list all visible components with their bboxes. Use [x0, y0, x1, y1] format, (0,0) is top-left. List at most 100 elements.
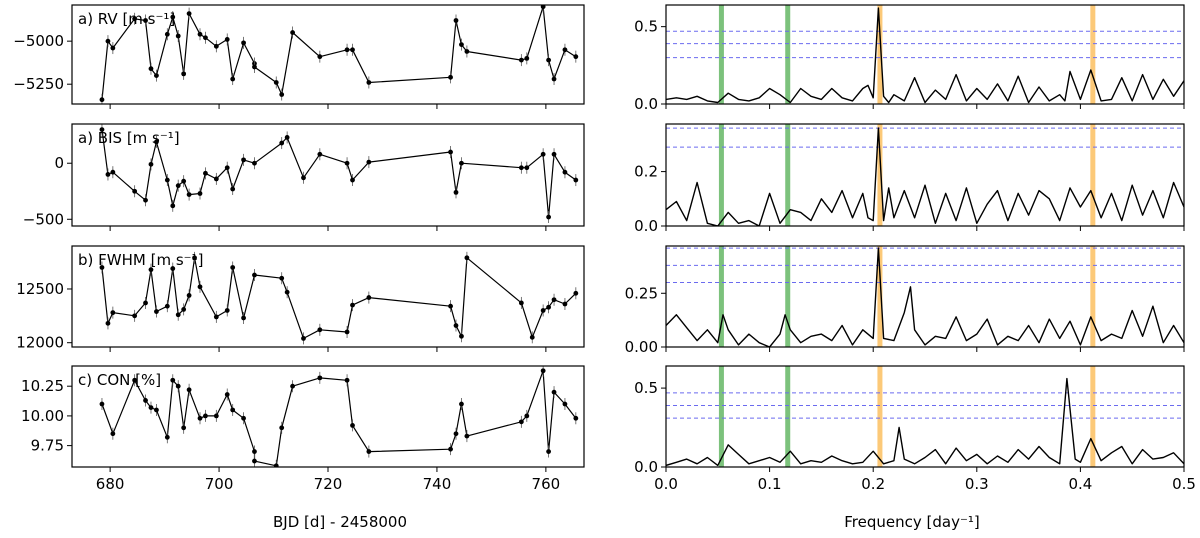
data-point	[551, 297, 557, 303]
data-point	[175, 183, 181, 189]
orange-frequency-band-0	[877, 366, 883, 467]
data-point	[551, 389, 557, 395]
data-point	[573, 415, 579, 421]
data-point	[524, 165, 530, 171]
data-point	[448, 446, 453, 452]
data-point	[453, 431, 459, 437]
orange-frequency-band-1	[1090, 246, 1096, 347]
data-point	[224, 392, 230, 397]
data-point	[164, 31, 170, 37]
data-point	[224, 37, 230, 42]
data-point	[301, 336, 306, 341]
data-point	[132, 16, 138, 22]
x-tick-label: 0.4	[1068, 475, 1092, 493]
x-tick-label: 720	[314, 475, 343, 493]
data-point	[164, 303, 170, 309]
data-point	[213, 176, 219, 182]
data-point	[181, 425, 187, 431]
data-point	[186, 387, 192, 393]
series-line	[666, 377, 1184, 467]
data-point	[562, 401, 568, 407]
data-point	[143, 398, 148, 403]
data-point	[203, 35, 208, 41]
data-point	[197, 31, 203, 37]
data-point	[464, 49, 470, 54]
data-point	[540, 308, 546, 313]
data-point	[241, 315, 246, 321]
x-tick-label: 740	[423, 475, 452, 493]
y-tick-label: 0.0	[634, 458, 658, 476]
data-point	[350, 47, 355, 53]
data-point	[448, 303, 453, 309]
y-tick-label: 12000	[16, 334, 64, 352]
data-point	[241, 157, 246, 163]
data-point	[344, 47, 350, 53]
green-frequency-band-0	[718, 124, 724, 226]
x-tick-label: 700	[205, 475, 234, 493]
orange-frequency-band-1	[1090, 124, 1096, 226]
data-point	[192, 255, 197, 261]
data-point	[366, 295, 372, 300]
data-point	[99, 97, 105, 103]
y-tick-label: 10.25	[21, 377, 64, 395]
panel-left-3: 9.75 10.00 10.25 680 700 720 740 760 c) CON [%]	[21, 365, 585, 493]
data-point	[448, 149, 453, 155]
data-point	[317, 151, 323, 157]
data-point	[143, 18, 148, 23]
data-point	[170, 14, 176, 20]
data-point	[350, 177, 355, 183]
data-point	[132, 377, 138, 383]
panel-left-0: −5250 −5000 a) RV [m s⁻¹]	[13, 4, 585, 109]
panel-title: c) CON [%]	[78, 371, 161, 389]
data-point	[546, 304, 551, 310]
data-point	[110, 169, 116, 175]
y-tick-label: 0.5	[634, 379, 658, 397]
orange-frequency-band-0	[877, 246, 883, 347]
panel-frame	[665, 4, 1185, 105]
data-point	[573, 54, 579, 60]
data-point	[252, 160, 257, 166]
data-point	[148, 267, 154, 273]
x-tick-label: 0.0	[654, 475, 678, 493]
data-point	[252, 272, 257, 278]
y-tick-label: 9.75	[31, 437, 64, 455]
data-point	[230, 407, 236, 413]
data-point	[241, 40, 246, 46]
data-point	[279, 140, 285, 146]
data-point	[546, 57, 551, 63]
data-point	[366, 449, 372, 454]
data-point	[197, 415, 203, 421]
data-point	[175, 383, 181, 389]
y-tick-label: 0.0	[634, 95, 658, 113]
panel-right-3: 0.0 0.5 0.0 0.1 0.2 0.3 0.4 0.5	[634, 365, 1196, 493]
data-point	[459, 333, 464, 339]
data-point	[203, 413, 208, 419]
x-tick-label: 0.2	[861, 475, 885, 493]
data-point	[279, 275, 285, 281]
data-point	[551, 151, 557, 157]
data-point	[529, 334, 535, 340]
data-point	[241, 415, 246, 421]
orange-frequency-band-0	[877, 5, 883, 104]
data-point	[317, 54, 323, 60]
panel-right-0: 0.0 0.5	[634, 4, 1185, 113]
y-tick-label: 0.00	[625, 338, 658, 356]
green-frequency-band-0	[718, 5, 724, 104]
data-point	[224, 308, 230, 313]
panel-frame	[665, 245, 1185, 348]
panel-plot-area	[99, 124, 579, 224]
data-point	[366, 80, 372, 85]
data-point	[186, 192, 192, 198]
orange-frequency-band-0	[877, 124, 883, 226]
data-point	[224, 165, 230, 171]
data-point	[154, 407, 159, 413]
data-point	[273, 80, 279, 85]
green-frequency-band-1	[785, 5, 791, 104]
series-line	[666, 247, 1184, 347]
data-point	[518, 300, 524, 306]
panel-left-2: 12000 12500 b) FWHM [m s⁻¹]	[16, 245, 585, 352]
x-tick-label: 680	[96, 475, 125, 493]
data-point	[562, 301, 568, 307]
data-point	[350, 302, 355, 308]
data-point	[105, 320, 111, 326]
